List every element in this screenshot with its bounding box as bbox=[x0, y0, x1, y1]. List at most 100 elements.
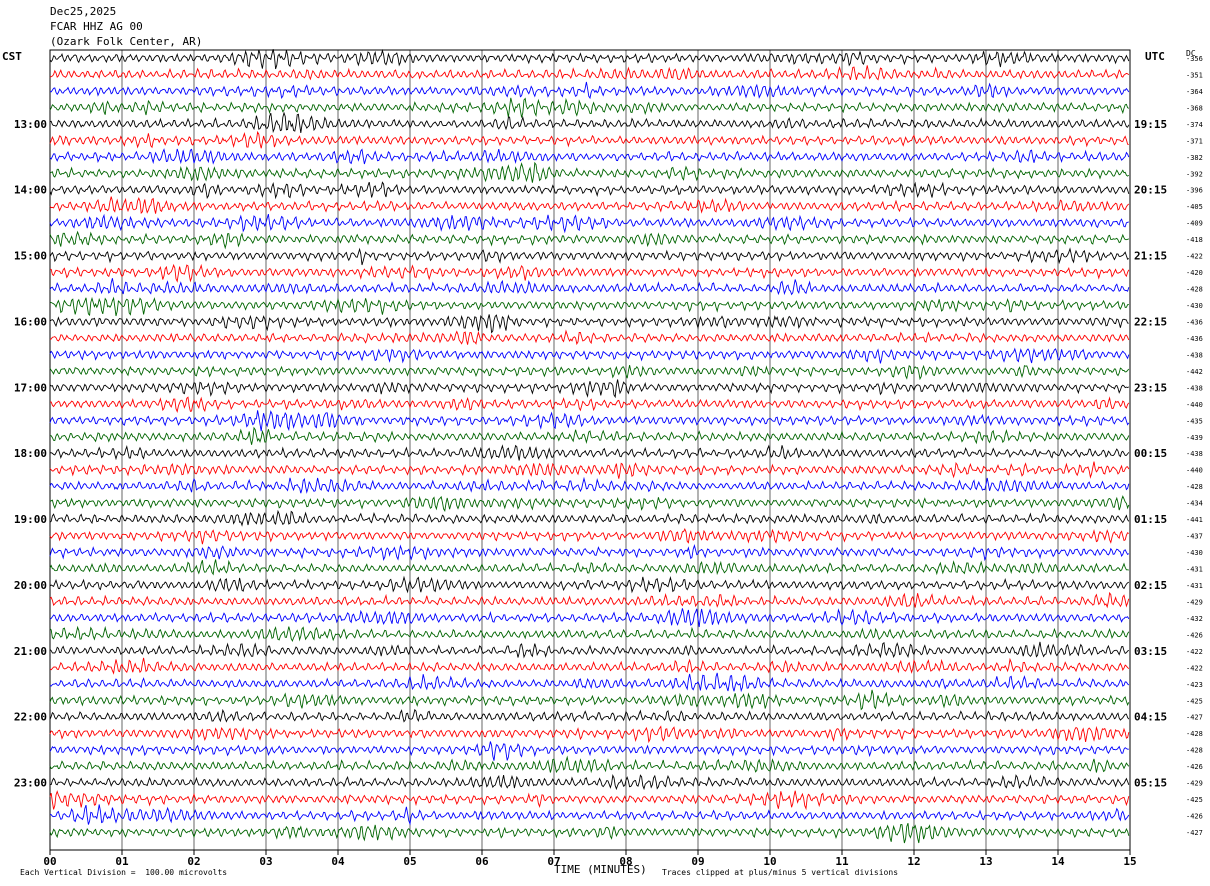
trace-row-42 bbox=[49, 725, 1130, 744]
dc-offset-label: -374 bbox=[1186, 121, 1203, 129]
right-hour-label: 21:15 bbox=[1134, 250, 1167, 263]
dc-offset-label: -430 bbox=[1186, 302, 1203, 310]
dc-offset-label: -351 bbox=[1186, 71, 1203, 79]
dc-offset-label: -418 bbox=[1186, 236, 1203, 244]
trace-row-48 bbox=[49, 823, 1130, 844]
x-tick-label: 02 bbox=[187, 855, 200, 868]
dc-offset-label: -438 bbox=[1186, 351, 1203, 359]
trace-row-38 bbox=[49, 657, 1130, 675]
dc-offset-label: -422 bbox=[1186, 648, 1203, 656]
dc-offset-label: -441 bbox=[1186, 516, 1203, 524]
trace-row-15 bbox=[49, 278, 1130, 296]
dc-offset-label: -368 bbox=[1186, 104, 1203, 112]
right-timezone-label: UTC bbox=[1145, 50, 1165, 63]
trace-row-5 bbox=[49, 111, 1130, 134]
dc-offset-label: -426 bbox=[1186, 813, 1203, 821]
trace-row-3 bbox=[49, 81, 1130, 100]
trace-row-18 bbox=[49, 329, 1130, 346]
x-tick-label: 05 bbox=[403, 855, 416, 868]
trace-row-13 bbox=[49, 247, 1130, 266]
left-hour-label: 22:00 bbox=[14, 711, 47, 724]
trace-row-34 bbox=[49, 591, 1130, 609]
trace-row-36 bbox=[49, 625, 1130, 643]
trace-row-20 bbox=[49, 364, 1130, 381]
header-location: (Ozark Folk Center, AR) bbox=[50, 35, 203, 48]
x-tick-label: 09 bbox=[691, 855, 704, 868]
trace-row-17 bbox=[49, 314, 1129, 334]
dc-offset-label: -429 bbox=[1186, 598, 1203, 606]
right-hour-label: 23:15 bbox=[1134, 381, 1167, 394]
trace-row-32 bbox=[49, 559, 1129, 576]
dc-offset-label: -438 bbox=[1186, 450, 1203, 458]
dc-offset-label: -422 bbox=[1186, 664, 1203, 672]
left-hour-label: 23:00 bbox=[14, 777, 47, 790]
trace-row-7 bbox=[49, 148, 1130, 165]
trace-row-26 bbox=[49, 461, 1130, 479]
dc-offset-label: -440 bbox=[1186, 467, 1203, 475]
dc-offset-label: -436 bbox=[1186, 318, 1203, 326]
clip-note: Traces clipped at plus/minus 5 vertical … bbox=[662, 868, 899, 877]
trace-row-30 bbox=[49, 528, 1130, 545]
dc-offset-label: -428 bbox=[1186, 730, 1203, 738]
dc-offset-label: -430 bbox=[1186, 549, 1203, 557]
dc-offset-label: -425 bbox=[1186, 796, 1203, 804]
trace-row-10 bbox=[49, 196, 1130, 214]
trace-row-19 bbox=[49, 347, 1130, 364]
trace-row-37 bbox=[49, 641, 1130, 659]
left-hour-label: 17:00 bbox=[14, 381, 47, 394]
dc-offset-label: -420 bbox=[1186, 269, 1203, 277]
right-hour-label: 20:15 bbox=[1134, 184, 1167, 197]
trace-row-25 bbox=[49, 444, 1130, 461]
dc-offset-label: -432 bbox=[1186, 615, 1203, 623]
x-tick-label: 03 bbox=[259, 855, 272, 868]
dc-offset-label: -428 bbox=[1186, 483, 1203, 491]
x-tick-label: 01 bbox=[115, 855, 129, 868]
dc-offset-label: -437 bbox=[1186, 533, 1203, 541]
dc-offset-label: -428 bbox=[1186, 286, 1203, 294]
trace-row-45 bbox=[50, 774, 1130, 791]
trace-row-21 bbox=[49, 379, 1130, 399]
dc-offset-label: -428 bbox=[1186, 747, 1203, 755]
dc-offset-label: -427 bbox=[1186, 714, 1203, 722]
right-hour-label: 05:15 bbox=[1134, 777, 1167, 790]
x-tick-label: 08 bbox=[619, 855, 632, 868]
dc-offset-label: -392 bbox=[1186, 170, 1203, 178]
left-hour-label: 20:00 bbox=[14, 579, 47, 592]
right-hour-label: 01:15 bbox=[1134, 513, 1167, 526]
x-tick-label: 12 bbox=[907, 855, 920, 868]
trace-row-31 bbox=[49, 544, 1130, 562]
dc-offset-label: -382 bbox=[1186, 154, 1203, 162]
trace-row-8 bbox=[49, 161, 1130, 183]
right-hour-label: 22:15 bbox=[1134, 315, 1167, 328]
dc-offset-label: -425 bbox=[1186, 697, 1203, 705]
trace-row-2 bbox=[49, 65, 1130, 81]
right-hour-label: 19:15 bbox=[1134, 118, 1167, 131]
x-tick-label: 04 bbox=[331, 855, 345, 868]
dc-offset-label: -356 bbox=[1186, 55, 1203, 63]
right-hour-label: 04:15 bbox=[1134, 711, 1167, 724]
header-date: Dec25,2025 bbox=[50, 5, 117, 18]
dc-offset-label: -434 bbox=[1186, 500, 1203, 508]
dc-offset-label: -426 bbox=[1186, 763, 1203, 771]
right-hour-label: 03:15 bbox=[1134, 645, 1167, 658]
left-hour-label: 13:00 bbox=[14, 118, 47, 131]
trace-row-35 bbox=[49, 608, 1130, 628]
x-axis-title: TIME (MINUTES) bbox=[554, 863, 647, 876]
dc-header-label: DC bbox=[1186, 49, 1196, 58]
x-tick-label: 06 bbox=[475, 855, 489, 868]
trace-row-9 bbox=[49, 181, 1130, 200]
x-tick-label: 13 bbox=[979, 855, 992, 868]
dc-offset-label: -435 bbox=[1186, 417, 1203, 425]
trace-row-40 bbox=[49, 689, 1130, 711]
trace-row-27 bbox=[49, 476, 1130, 494]
left-hour-label: 15:00 bbox=[14, 250, 47, 263]
trace-row-1 bbox=[49, 48, 1130, 70]
x-tick-label: 11 bbox=[835, 855, 849, 868]
left-hour-label: 19:00 bbox=[14, 513, 47, 526]
trace-row-28 bbox=[49, 495, 1130, 513]
dc-offset-label: -429 bbox=[1186, 780, 1203, 788]
dc-offset-label: -440 bbox=[1186, 401, 1203, 409]
dc-offset-label: -371 bbox=[1186, 137, 1203, 145]
dc-offset-label: -442 bbox=[1186, 368, 1203, 376]
